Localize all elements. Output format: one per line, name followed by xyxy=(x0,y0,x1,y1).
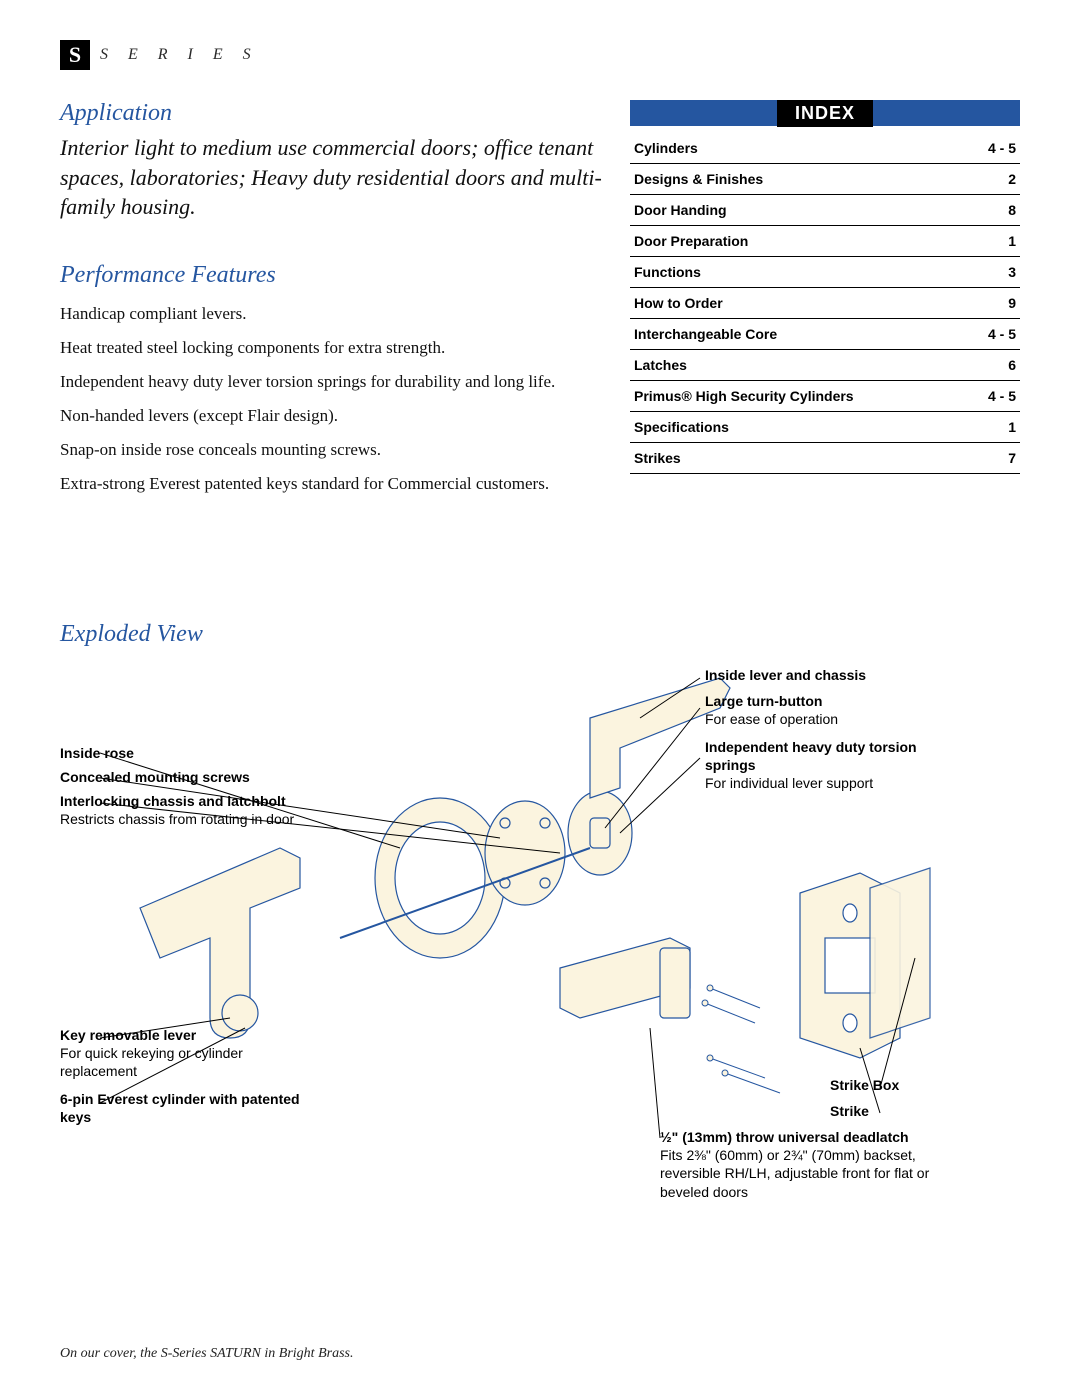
performance-item: Heat treated steel locking components fo… xyxy=(60,331,610,365)
index-row: Door Handing 8 xyxy=(630,195,1020,226)
top-row: Application Interior light to medium use… xyxy=(60,100,1020,501)
application-title: Application xyxy=(60,100,610,127)
index-page: 4 - 5 xyxy=(988,140,1016,156)
index-header: INDEX xyxy=(630,100,1020,127)
index-row: Cylinders 4 - 5 xyxy=(630,133,1020,164)
index-row: How to Order 9 xyxy=(630,288,1020,319)
index-table: Cylinders 4 - 5 Designs & Finishes 2 Door Ha… xyxy=(630,133,1020,474)
callout-everest: 6-pin Everest cylinder with patented key… xyxy=(60,1090,320,1126)
callout-inside-lever: Inside lever and chassis xyxy=(705,666,866,684)
index-header-accent xyxy=(630,100,777,126)
index-header-accent xyxy=(873,100,1020,126)
index-page: 9 xyxy=(1008,295,1016,311)
index-page: 1 xyxy=(1008,419,1016,435)
callout-strike: Strike xyxy=(830,1102,869,1120)
index-label: Door Preparation xyxy=(634,233,748,249)
index-title: INDEX xyxy=(777,100,873,127)
series-badge: S xyxy=(60,40,90,70)
callout-inside-rose: Inside rose xyxy=(60,744,134,762)
index-row: Designs & Finishes 2 xyxy=(630,164,1020,195)
series-label: S E R I E S xyxy=(100,46,259,64)
exploded-section: Exploded View xyxy=(60,621,1020,1218)
application-section: Application Interior light to medium use… xyxy=(60,100,610,222)
index-page: 4 - 5 xyxy=(988,388,1016,404)
series-header: S S E R I E S xyxy=(60,40,1020,70)
index-row: Functions 3 xyxy=(630,257,1020,288)
exploded-title: Exploded View xyxy=(60,621,1020,648)
index-label: Cylinders xyxy=(634,140,698,156)
performance-section: Performance Features Handicap compliant … xyxy=(60,262,610,501)
performance-item: Handicap compliant levers. xyxy=(60,297,610,331)
index-label: Door Handing xyxy=(634,202,727,218)
index-label: Specifications xyxy=(634,419,729,435)
performance-item: Non-handed levers (except Flair design). xyxy=(60,399,610,433)
callout-strike-box: Strike Box xyxy=(830,1076,899,1094)
left-column: Application Interior light to medium use… xyxy=(60,100,610,501)
index-page: 3 xyxy=(1008,264,1016,280)
index-label: Primus® High Security Cylinders xyxy=(634,388,854,404)
callout-key-removable: Key removable lever For quick rekeying o… xyxy=(60,1026,320,1081)
callout-deadlatch: ½" (13mm) throw universal deadlatch Fits… xyxy=(660,1128,960,1201)
index-box: INDEX Cylinders4 - 5Designs & Finishes2D… xyxy=(630,100,1020,474)
index-page: 1 xyxy=(1008,233,1016,249)
index-label: Latches xyxy=(634,357,687,373)
index-page: 6 xyxy=(1008,357,1016,373)
performance-item: Extra-strong Everest patented keys stand… xyxy=(60,467,610,501)
performance-title: Performance Features xyxy=(60,262,610,289)
performance-list: Handicap compliant levers.Heat treated s… xyxy=(60,297,610,501)
callout-turn-button: Large turn-button For ease of operation xyxy=(705,692,838,728)
index-label: Strikes xyxy=(634,450,681,466)
index-row: Door Preparation 1 xyxy=(630,226,1020,257)
callout-torsion: Independent heavy duty torsion springs F… xyxy=(705,738,965,793)
performance-item: Snap-on inside rose conceals mounting sc… xyxy=(60,433,610,467)
index-label: How to Order xyxy=(634,295,723,311)
index-row: Specifications 1 xyxy=(630,412,1020,443)
index-row: Latches 6 xyxy=(630,350,1020,381)
index-page: 4 - 5 xyxy=(988,326,1016,342)
callout-interlocking: Interlocking chassis and latchbolt Restr… xyxy=(60,792,294,828)
index-row: Strikes 7 xyxy=(630,443,1020,474)
performance-item: Independent heavy duty lever torsion spr… xyxy=(60,365,610,399)
application-text: Interior light to medium use commercial … xyxy=(60,133,610,222)
index-row: Interchangeable Core 4 - 5 xyxy=(630,319,1020,350)
callout-concealed-screws: Concealed mounting screws xyxy=(60,768,250,786)
index-page: 8 xyxy=(1008,202,1016,218)
index-page: 2 xyxy=(1008,171,1016,187)
index-label: Functions xyxy=(634,264,701,280)
index-label: Interchangeable Core xyxy=(634,326,777,342)
index-page: 7 xyxy=(1008,450,1016,466)
index-label: Designs & Finishes xyxy=(634,171,763,187)
index-row: Primus® High Security Cylinders 4 - 5 xyxy=(630,381,1020,412)
exploded-diagram: Inside rose Concealed mounting screws In… xyxy=(60,658,1020,1218)
footer-note: On our cover, the S-Series SATURN in Bri… xyxy=(60,1346,353,1362)
